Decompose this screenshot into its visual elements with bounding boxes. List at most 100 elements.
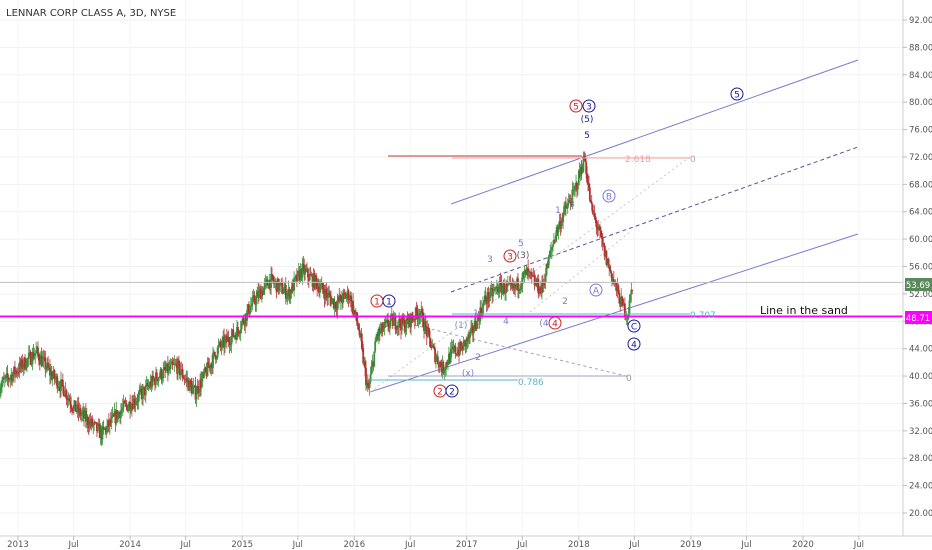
candle-body	[237, 330, 240, 334]
candle-body	[352, 301, 354, 314]
candle-body	[119, 410, 122, 418]
candle-body	[462, 340, 465, 351]
y-tick-label: 36.00	[909, 399, 932, 409]
candle-body	[523, 272, 526, 274]
fib-zero-top-label: 0	[690, 155, 696, 165]
candle-body	[199, 379, 202, 392]
candle-body	[196, 385, 199, 395]
candle-body	[562, 214, 565, 222]
candle-body	[485, 301, 488, 304]
candle-body	[212, 352, 214, 368]
candle-body	[616, 285, 619, 291]
candle-body	[595, 220, 598, 227]
candle-body	[264, 280, 267, 284]
candle-body	[162, 369, 165, 379]
candle-body	[417, 315, 420, 320]
candle-body	[560, 220, 563, 229]
candle-body	[158, 376, 161, 378]
candle-body	[37, 353, 40, 361]
candle-body	[203, 367, 206, 374]
candle-body	[90, 418, 93, 425]
candle-body	[506, 284, 508, 287]
candle-body	[58, 386, 61, 388]
candle-body	[96, 422, 98, 432]
candle-body	[215, 357, 218, 360]
candle-body	[21, 359, 24, 369]
candle-body	[450, 347, 453, 349]
candle-body	[493, 289, 495, 291]
candle-body	[393, 316, 396, 319]
candle-body	[65, 390, 68, 400]
candle-body	[577, 170, 580, 186]
candle-body	[486, 292, 489, 304]
candle-body	[331, 298, 334, 300]
candle-body	[202, 372, 205, 374]
candle-body	[218, 342, 221, 346]
candle-body	[546, 263, 549, 269]
candle-body	[306, 268, 308, 271]
candle-body	[517, 278, 519, 291]
candle-body	[569, 200, 572, 204]
candle-body	[209, 365, 212, 369]
candle-body	[420, 308, 423, 315]
x-axis[interactable]: 2013 Jul 2014 Jul 2015 Jul 2016 Jul 2017 Jul 2018 J…	[7, 536, 864, 550]
y-tick-label: 32.00	[909, 427, 932, 437]
candle-body	[320, 283, 323, 285]
candle-body	[578, 170, 581, 176]
line-in-sand-label: Line in the sand	[760, 304, 848, 317]
candle-body	[248, 304, 250, 315]
candle-body	[335, 308, 338, 311]
candle-body	[358, 329, 361, 336]
wave-2-blue-circle	[445, 384, 459, 398]
candle-body	[362, 348, 365, 364]
candle-body	[108, 419, 111, 427]
candle-body	[0, 389, 2, 394]
chart-title: LENNAR CORP CLASS A, 3D, NYSE	[6, 8, 176, 19]
candle-body	[84, 410, 86, 419]
wave-A: A	[593, 287, 600, 297]
candle-body	[97, 424, 100, 426]
candle-body	[614, 282, 617, 284]
candle-body	[164, 366, 167, 371]
candle-body	[269, 279, 272, 288]
candle-body	[155, 372, 158, 380]
wave-4-blue: 4	[631, 341, 637, 351]
candle-body	[101, 426, 104, 440]
candle-body	[274, 281, 277, 283]
fib-2618-label: 2.618	[625, 155, 651, 165]
candle-body	[371, 362, 374, 368]
candle-body	[408, 314, 411, 325]
candle-body	[312, 273, 315, 287]
candle-body	[453, 345, 456, 350]
candle-body	[213, 351, 216, 356]
candle-body	[360, 333, 363, 342]
candle-body	[461, 345, 464, 351]
x-tick-label: Jul	[67, 540, 78, 550]
candle-body	[268, 279, 271, 289]
wave-C: C	[631, 323, 637, 333]
candle-body	[559, 220, 562, 229]
candle-body	[600, 236, 603, 239]
candle-body	[279, 282, 282, 285]
candle-body	[575, 182, 577, 186]
wave-C-circle	[627, 319, 641, 333]
candle-body	[471, 325, 474, 334]
candle-body	[95, 422, 97, 423]
candle-body	[33, 355, 36, 359]
x-tick-label: Jul	[404, 540, 415, 550]
candle-body	[490, 287, 493, 289]
candle-body	[144, 384, 147, 396]
candle-body	[197, 385, 200, 394]
candle-body	[189, 380, 191, 391]
candle-body	[598, 226, 600, 230]
candle-body	[580, 166, 583, 173]
candle-body	[446, 362, 448, 365]
y-tick-label: 44.00	[909, 345, 932, 355]
wave-4-red-circle	[548, 316, 562, 330]
candle-body	[48, 367, 50, 369]
candle-body	[83, 410, 85, 419]
candle-body	[568, 200, 571, 202]
y-axis[interactable]: 92.00 88.00 84.00 80.00 76.00 72.00 68.00 64.00…	[903, 16, 932, 519]
candle-body	[588, 183, 590, 188]
